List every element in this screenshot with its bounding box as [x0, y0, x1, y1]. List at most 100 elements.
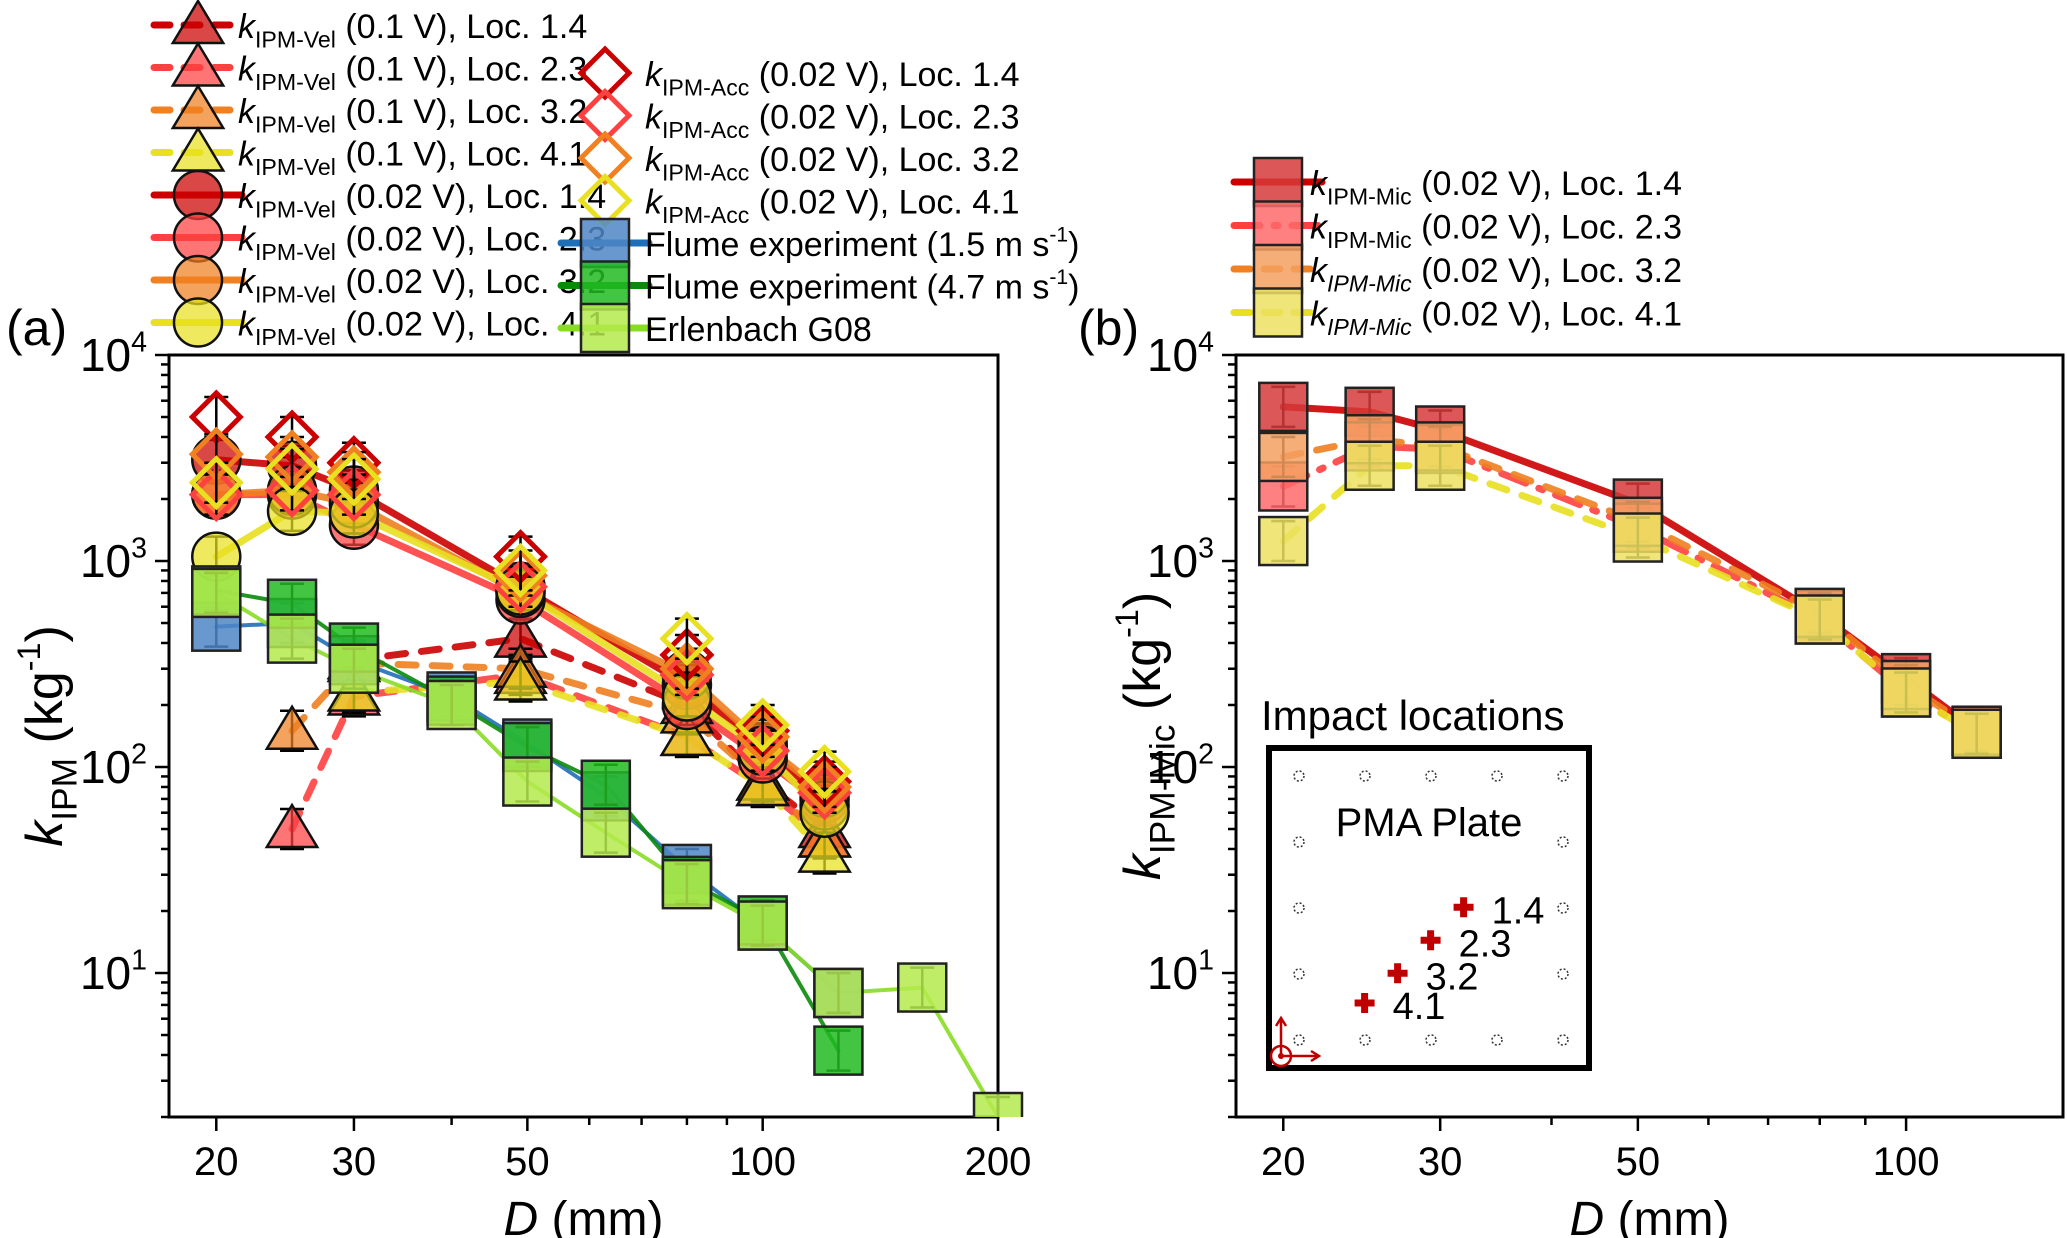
data-point	[659, 641, 715, 697]
legend-marker	[577, 87, 633, 144]
data-point	[191, 567, 242, 619]
sensor-hole	[1557, 902, 1569, 914]
plate-outline	[1266, 745, 1592, 1071]
data-point	[1612, 512, 1664, 563]
x-tick-label: 100	[729, 1140, 796, 1184]
data-point	[659, 647, 715, 703]
legend-label: kIPM-Acc (0.02 V), Loc. 3.2	[645, 141, 1020, 186]
legend-label: kIPM-Acc (0.02 V), Loc. 2.3	[645, 99, 1020, 144]
data-point	[264, 802, 320, 849]
legend-label: kIPM-Vel (0.02 V), Loc. 1.4	[238, 178, 606, 223]
data-point	[661, 858, 713, 910]
legend-marker	[1252, 200, 1304, 251]
data-point	[328, 643, 380, 694]
y-tick-label: 104	[80, 327, 147, 381]
sensor-hole	[1359, 770, 1371, 782]
sensor-hole	[1557, 1034, 1569, 1046]
legend-label: kIPM-Vel (0.02 V), Loc. 3.2	[238, 263, 606, 308]
legend-marker	[579, 260, 631, 311]
data-point	[972, 1091, 1024, 1117]
data-point	[492, 548, 549, 604]
y-tick-label: 101	[1147, 945, 1214, 999]
x-tick-label: 30	[332, 1140, 377, 1184]
legend-label: kIPM-Vel (0.1 V), Loc. 3.2	[238, 93, 587, 138]
sensor-hole	[1293, 836, 1305, 848]
panel-a-plot: 101 102 103 104 20 30 50 100 200 D (mm) kIPM (kg-1…	[11, 327, 1031, 1238]
plot-frame	[1234, 353, 2065, 1119]
legend-label: kIPM-Vel (0.1 V), Loc. 1.4	[238, 8, 587, 53]
inset-title: Impact locations	[1261, 692, 1564, 739]
impact-label: 4.1	[1393, 986, 1446, 1028]
y-tick-label: 103	[1147, 533, 1214, 587]
x-tick-label: 30	[1418, 1140, 1463, 1184]
sensor-hole	[1425, 770, 1437, 782]
legend-marker	[172, 212, 224, 263]
data-point	[735, 709, 791, 765]
sensor-hole	[1557, 836, 1569, 848]
legend-marker	[1252, 243, 1304, 295]
legend-marker	[172, 297, 224, 348]
data-point	[188, 467, 244, 523]
sensor-hole	[1293, 968, 1305, 980]
legend-label: kIPM-Mic (0.02 V), Loc. 2.3	[1310, 209, 1682, 254]
data-point	[580, 807, 632, 858]
data-point	[264, 441, 320, 497]
data-point	[188, 455, 244, 511]
data-point	[797, 744, 853, 800]
data-point	[737, 900, 788, 951]
series-layer	[1258, 381, 2002, 760]
data-point	[797, 827, 852, 873]
legend-label: kIPM-Acc (0.02 V), Loc. 1.4	[645, 56, 1020, 101]
data-point	[1258, 381, 1309, 433]
legend-label: Erlenbach G08	[645, 311, 872, 349]
data-point	[264, 462, 320, 518]
legend-label: kIPM-Vel (0.02 V), Loc. 4.1	[238, 306, 606, 351]
data-point	[813, 967, 864, 1019]
x-tick-label: 200	[965, 1140, 1032, 1184]
data-point	[326, 451, 382, 507]
x-arrow-icon	[1281, 1049, 1322, 1063]
sensor-hole	[1491, 1034, 1503, 1046]
series-layer	[188, 389, 1024, 1117]
data-point	[1794, 594, 1845, 645]
y-tick-label: 101	[80, 945, 147, 999]
impact-marker	[1453, 897, 1474, 918]
y-tick-label: 104	[1147, 327, 1214, 381]
data-point	[492, 542, 549, 598]
data-point	[1258, 515, 1309, 567]
data-point	[426, 679, 477, 731]
sensor-hole	[1425, 1034, 1437, 1046]
data-point	[266, 613, 318, 664]
panel-label-b: (b)	[1078, 300, 1139, 356]
impact-label: 3.2	[1426, 956, 1479, 998]
data-point	[1258, 431, 1309, 483]
y-tick-label: 102	[1147, 739, 1214, 793]
x-tick-label: 20	[1261, 1140, 1306, 1184]
impact-label: 1.4	[1492, 890, 1545, 932]
legend-marker	[577, 130, 633, 186]
sensor-hole	[1293, 770, 1305, 782]
y-arrow-icon	[1274, 1015, 1288, 1056]
impact-locations-inset: Impact locations PMA Plate 1.42.33.24.1	[1261, 692, 1592, 1071]
data-point	[1344, 440, 1395, 491]
legend-marker	[172, 169, 224, 221]
x-tick-label: 100	[1873, 1140, 1940, 1184]
legend-label: Flume experiment (1.5 m s-1)	[645, 224, 1079, 264]
legend-marker	[579, 302, 631, 354]
sensor-hole	[1293, 1034, 1305, 1046]
impact-marker	[1387, 963, 1408, 984]
legend-label: kIPM-Vel (0.1 V), Loc. 4.1	[238, 136, 587, 181]
plate-label: PMA Plate	[1336, 801, 1523, 845]
data-point	[580, 759, 632, 811]
legend-label: Flume experiment (4.7 m s-1)	[645, 266, 1079, 306]
sensor-hole	[1491, 770, 1503, 782]
y-axis-label: kIPM-Mic (kg-1)	[1109, 592, 1182, 880]
legend-marker	[172, 254, 224, 306]
plot-frame	[167, 353, 1000, 1119]
legend-label: kIPM-Vel (0.1 V), Loc. 2.3	[238, 51, 587, 96]
x-tick-label: 20	[194, 1140, 239, 1184]
y-tick-label: 103	[80, 533, 147, 587]
data-point	[813, 1025, 864, 1076]
data-point	[659, 710, 715, 757]
